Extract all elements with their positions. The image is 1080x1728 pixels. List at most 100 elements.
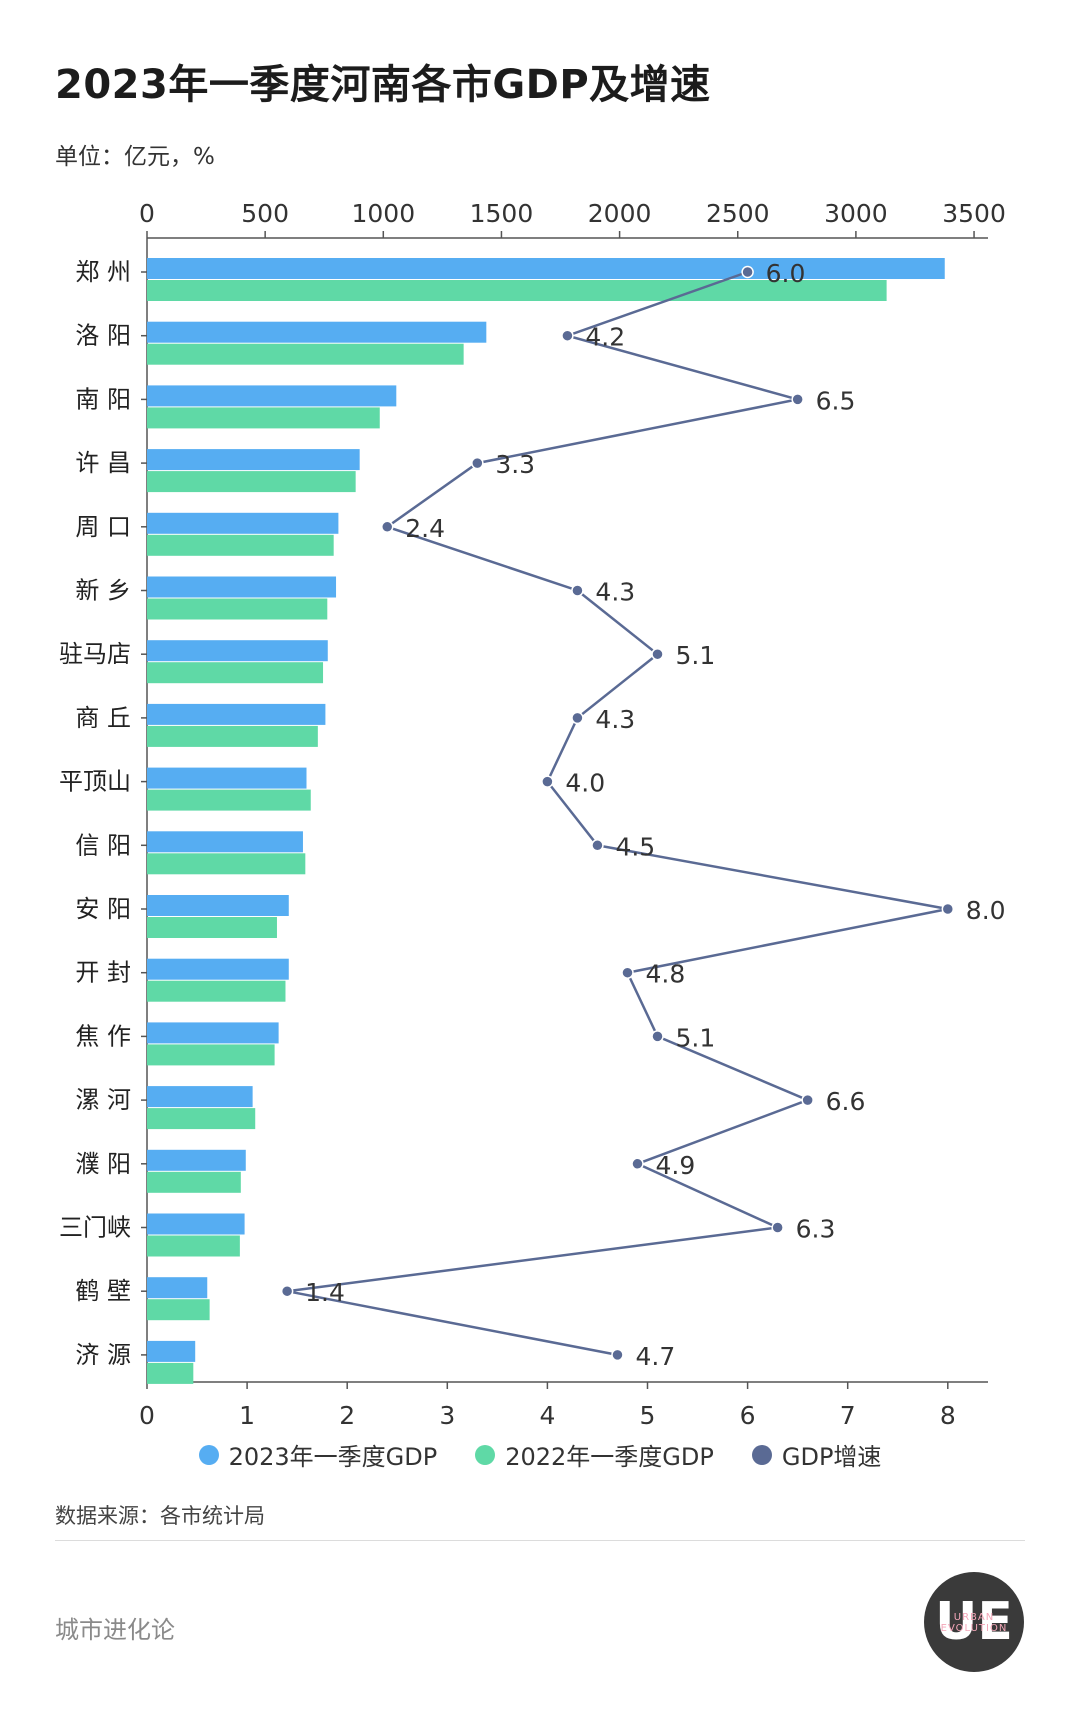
growth-point bbox=[801, 1093, 814, 1107]
bar-2022 bbox=[147, 407, 380, 429]
bar-2023 bbox=[147, 321, 487, 343]
growth-data-label: 2.4 bbox=[405, 514, 445, 543]
growth-point bbox=[651, 1030, 664, 1043]
legend-swatch-2023 bbox=[198, 1444, 219, 1465]
bar-2022 bbox=[147, 917, 277, 938]
bar-2023 bbox=[147, 385, 397, 407]
category-label: 济 源 bbox=[75, 1341, 131, 1369]
bottom-axis-tick-label: 1 bbox=[239, 1401, 255, 1430]
legend-swatch-2022 bbox=[475, 1444, 496, 1465]
top-axis-tick-label: 2500 bbox=[706, 199, 770, 228]
growth-data-label: 4.8 bbox=[645, 960, 685, 989]
top-axis-tick-label: 3500 bbox=[942, 199, 1006, 228]
bar-2022 bbox=[147, 1299, 210, 1321]
footer-divider bbox=[55, 1540, 1025, 1541]
growth-data-label: 4.9 bbox=[655, 1151, 695, 1180]
bar-2022 bbox=[147, 343, 464, 365]
growth-line bbox=[286, 270, 949, 1357]
bar-2022 bbox=[147, 662, 324, 684]
legend: 2023年一季度GDP 2022年一季度GDP GDP增速 bbox=[0, 1437, 1080, 1472]
bar-2022 bbox=[147, 853, 306, 875]
growth-data-label: 6.5 bbox=[816, 386, 856, 415]
category-label: 南 阳 bbox=[75, 385, 131, 413]
legend-item-2023: 2023年一季度GDP bbox=[198, 1437, 438, 1472]
growth-point bbox=[571, 711, 584, 725]
growth-data-label: 5.1 bbox=[676, 1023, 716, 1052]
bar-2022 bbox=[147, 471, 356, 493]
bar-2023 bbox=[147, 1022, 279, 1044]
bar-2022 bbox=[147, 1108, 256, 1130]
category-label: 焦 作 bbox=[75, 1022, 131, 1050]
growth-data-label: 4.7 bbox=[635, 1342, 675, 1371]
category-label: 平顶山 bbox=[59, 768, 131, 796]
category-label: 驻马店 bbox=[59, 640, 131, 668]
top-axis-tick-label: 0 bbox=[139, 199, 155, 228]
bar-2023 bbox=[147, 1086, 253, 1108]
bar-2022 bbox=[147, 1235, 240, 1257]
bottom-axis-tick-label: 2 bbox=[339, 1401, 355, 1430]
growth-point bbox=[611, 1348, 624, 1362]
bar-2023 bbox=[147, 1149, 246, 1171]
category-label: 鹤 壁 bbox=[75, 1277, 131, 1305]
legend-swatch-growth bbox=[751, 1444, 772, 1465]
category-label: 安 阳 bbox=[75, 895, 131, 923]
legend-item-growth: GDP增速 bbox=[751, 1437, 881, 1472]
bar-2022 bbox=[147, 280, 887, 301]
growth-point bbox=[791, 393, 804, 406]
growth-point bbox=[541, 775, 554, 788]
top-axis-tick-label: 1000 bbox=[351, 199, 415, 228]
bar-2022 bbox=[147, 1362, 194, 1384]
category-label: 商 丘 bbox=[75, 704, 131, 732]
top-axis-tick-label: 500 bbox=[241, 199, 289, 228]
bar-2023 bbox=[147, 449, 360, 471]
growth-point bbox=[631, 1157, 644, 1171]
growth-data-label: 4.3 bbox=[595, 578, 635, 607]
top-axis-tick-label: 1500 bbox=[470, 199, 534, 228]
growth-data-label: 4.3 bbox=[595, 705, 635, 734]
bar-2023 bbox=[147, 831, 303, 853]
bar-2023 bbox=[147, 958, 289, 980]
bar-2022 bbox=[147, 1171, 241, 1193]
category-label: 濮 阳 bbox=[75, 1150, 131, 1178]
bar-2023 bbox=[147, 767, 307, 789]
bar-2023 bbox=[147, 1277, 208, 1299]
bottom-axis-tick-label: 4 bbox=[539, 1401, 555, 1430]
category-label: 郑 州 bbox=[75, 258, 131, 286]
category-label: 许 昌 bbox=[75, 449, 131, 477]
brand-name: 城市进化论 bbox=[55, 1616, 175, 1644]
bar-2022 bbox=[147, 534, 334, 556]
bottom-axis-tick-label: 6 bbox=[740, 1401, 756, 1430]
growth-point bbox=[741, 265, 754, 279]
legend-label-2023: 2023年一季度GDP bbox=[228, 1443, 438, 1471]
bar-2023 bbox=[147, 703, 326, 725]
growth-point bbox=[380, 520, 394, 534]
bar-2022 bbox=[147, 980, 286, 1002]
category-label: 周 口 bbox=[75, 513, 131, 541]
bottom-axis-tick-label: 0 bbox=[139, 1401, 155, 1430]
bar-2023 bbox=[147, 640, 328, 662]
chart-title: 2023年一季度河南各市GDP及增速 bbox=[55, 62, 711, 108]
category-label: 新 乡 bbox=[75, 577, 131, 605]
growth-point bbox=[771, 1221, 784, 1234]
bottom-axis-tick-label: 7 bbox=[840, 1401, 856, 1430]
brand-logo: UE bbox=[924, 1572, 1024, 1672]
growth-data-label: 4.0 bbox=[565, 769, 605, 798]
top-axis-tick-label: 2000 bbox=[588, 199, 652, 228]
category-label: 洛 阳 bbox=[75, 322, 131, 350]
growth-data-label: 4.2 bbox=[585, 323, 625, 352]
growth-point bbox=[571, 584, 584, 597]
bar-2022 bbox=[147, 1044, 275, 1066]
category-label: 三门峡 bbox=[59, 1214, 131, 1242]
bar-2023 bbox=[147, 1213, 245, 1235]
gdp-chart: 0 500 1000 1500 2000 2500 3000 3500 0 1 2 3 4 5 6 7 8 郑 州… bbox=[59, 199, 1006, 1430]
bar-2023 bbox=[147, 258, 945, 279]
bar-2022 bbox=[147, 789, 311, 811]
legend-item-2022: 2022年一季度GDP bbox=[475, 1437, 714, 1472]
bar-2023 bbox=[147, 512, 339, 534]
growth-data-label: 8.0 bbox=[966, 896, 1006, 925]
bar-2022 bbox=[147, 598, 328, 620]
growth-data-label: 6.3 bbox=[796, 1215, 836, 1244]
bar-2023 bbox=[147, 895, 289, 916]
growth-data-label: 6.0 bbox=[766, 259, 806, 288]
bar-2022 bbox=[147, 725, 318, 747]
